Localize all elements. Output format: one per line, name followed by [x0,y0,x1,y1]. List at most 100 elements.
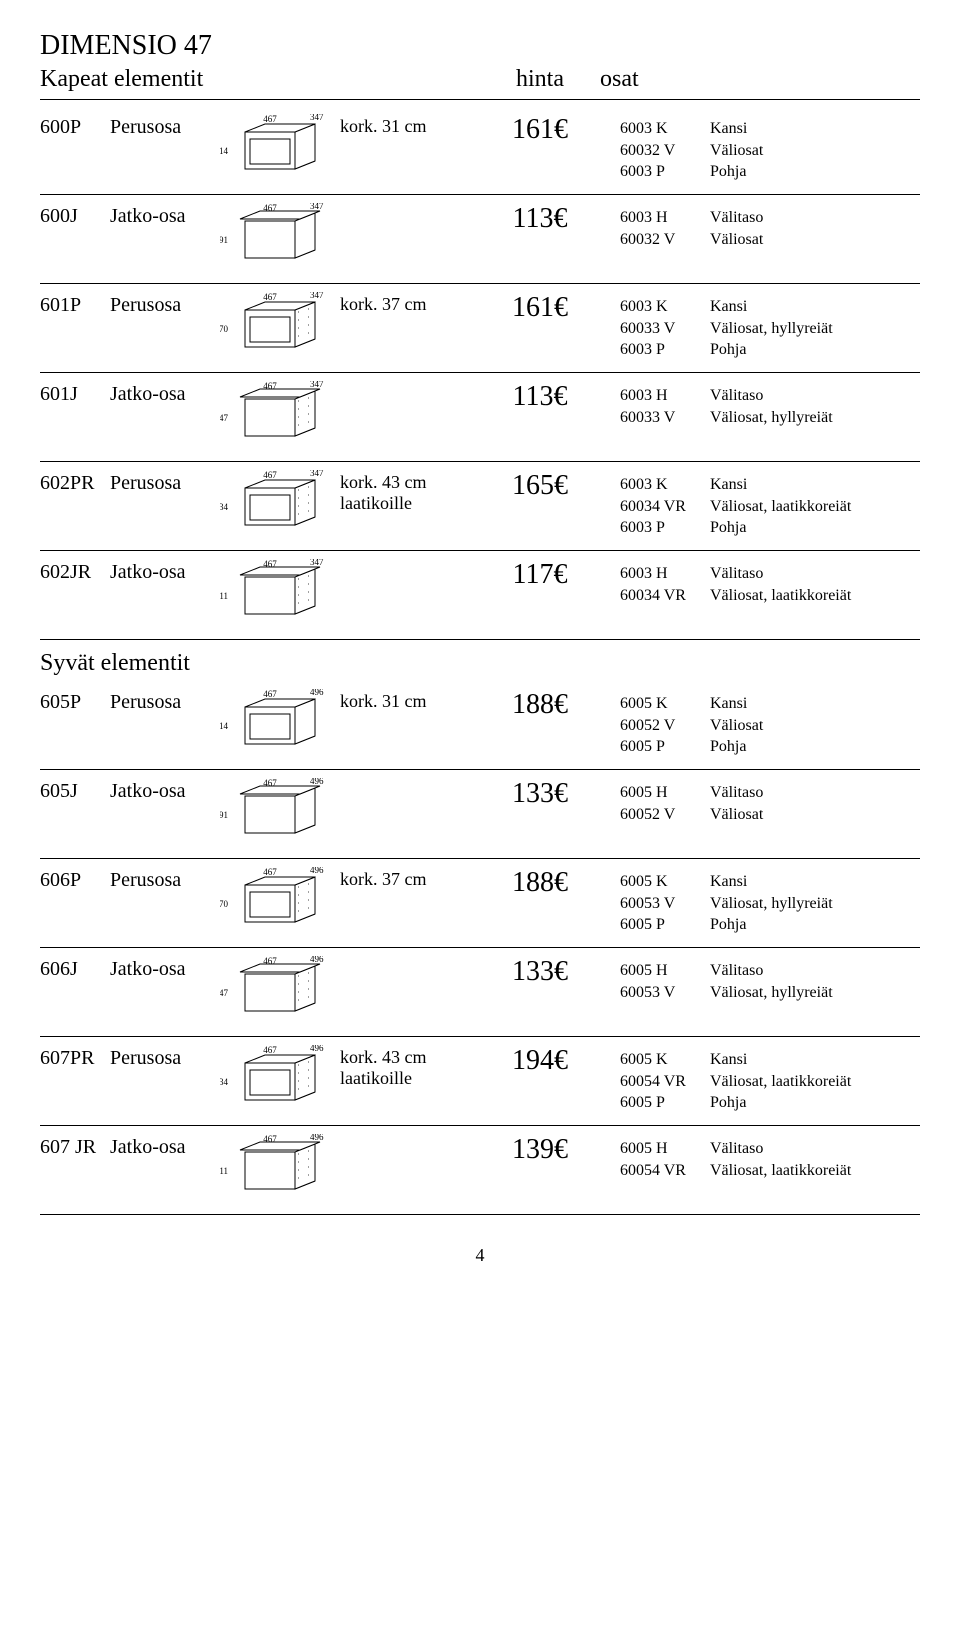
product-thumbnail: 370467496 [210,867,340,937]
product-price: 165€ [480,470,600,502]
product-parts: 6005 HVälitaso60053 VVäliosat, hyllyreiä… [600,956,920,1003]
product-parts: 6005 HVälitaso60054 VRVäliosat, laatikko… [600,1134,920,1181]
product-price: 133€ [480,778,600,810]
part-desc: Väliosat [710,715,920,737]
product-name: Perusosa [110,867,210,892]
table-header: Kapeat elementit hinta osat [40,66,920,100]
svg-text:467: 467 [263,1045,277,1055]
part-code: 6005 K [620,693,710,715]
part-desc: Pohja [710,914,920,936]
part-line: 60054 VRVäliosat, laatikkoreiät [620,1160,920,1182]
part-line: 60032 VVäliosat [620,229,920,251]
product-name: Jatko-osa [110,381,210,406]
part-desc: Väliosat, laatikkoreiät [710,1160,920,1182]
product-thumbnail: 291467347 [210,203,340,273]
svg-text:496: 496 [310,689,324,697]
svg-text:496: 496 [310,956,324,964]
part-desc: Kansi [710,474,920,496]
part-line: 6005 HVälitaso [620,782,920,804]
part-desc: Välitaso [710,1138,920,1160]
part-desc: Väliosat, laatikkoreiät [710,1071,920,1093]
part-code: 6003 K [620,118,710,140]
part-desc: Väliosat [710,140,920,162]
svg-text:467: 467 [263,559,277,569]
svg-text:467: 467 [263,114,277,124]
svg-text:291: 291 [220,235,228,245]
part-line: 60033 VVäliosat, hyllyreiät [620,407,920,429]
part-line: 60034 VRVäliosat, laatikkoreiät [620,496,920,518]
product-parts: 6005 KKansi60054 VRVäliosat, laatikkorei… [600,1045,920,1114]
part-code: 60032 V [620,229,710,251]
svg-text:496: 496 [310,1045,324,1053]
part-code: 60033 V [620,318,710,340]
product-thumbnail: 314467496 [210,689,340,759]
part-code: 6003 K [620,474,710,496]
table-row: 601JJatko-osa347467347113€6003 HVälitaso… [40,373,920,462]
svg-text:467: 467 [263,470,277,480]
table-row: 605PPerusosa314467496kork. 31 cm188€6005… [40,681,920,770]
part-line: 6003 PPohja [620,161,920,183]
part-desc: Pohja [710,736,920,758]
product-price: 188€ [480,867,600,899]
product-thumbnail: 411467496 [210,1134,340,1204]
product-price: 161€ [480,292,600,324]
product-code: 602JR [40,559,110,584]
part-line: 6003 KKansi [620,296,920,318]
svg-text:347: 347 [220,988,229,998]
table-row: 606JJatko-osa347467496133€6005 HVälitaso… [40,948,920,1037]
product-thumbnail: 434467347 [210,470,340,540]
svg-text:467: 467 [263,778,277,788]
svg-text:467: 467 [263,867,277,877]
svg-text:467: 467 [263,956,277,966]
part-desc: Väliosat, laatikkoreiät [710,496,920,518]
product-thumbnail: 347 467 496 [210,956,340,1026]
svg-text:347: 347 [310,292,324,300]
product-code: 607 JR [40,1134,110,1159]
svg-text:347: 347 [310,114,324,122]
table-row: 600PPerusosa314467347kork. 31 cm161€6003… [40,106,920,195]
part-desc: Kansi [710,296,920,318]
part-code: 6003 H [620,207,710,229]
product-price: 113€ [480,203,600,235]
product-name: Jatko-osa [110,559,210,584]
part-code: 6005 K [620,871,710,893]
product-price: 117€ [480,559,600,591]
part-desc: Väliosat, laatikkoreiät [710,585,920,607]
svg-text:347: 347 [310,559,324,567]
table-row: 602JRJatko-osa411467347117€6003 HVälitas… [40,551,920,640]
product-thumbnail: 314467347 [210,114,340,184]
product-spec [340,203,480,205]
svg-text:347: 347 [310,470,324,478]
page-title: DIMENSIO 47 [40,30,920,62]
product-parts: 6003 KKansi60032 VVäliosat6003 PPohja [600,114,920,183]
part-desc: Väliosat, hyllyreiät [710,407,920,429]
product-thumbnail: 347467347 [210,381,340,451]
product-code: 601J [40,381,110,406]
product-code: 601P [40,292,110,317]
table-row: 605JJatko-osa291467496133€6005 HVälitaso… [40,770,920,859]
svg-text:370: 370 [220,324,229,334]
part-desc: Väliosat, hyllyreiät [710,982,920,1004]
part-code: 60052 V [620,715,710,737]
part-line: 6005 PPohja [620,736,920,758]
part-line: 60052 VVäliosat [620,804,920,826]
part-desc: Pohja [710,1092,920,1114]
svg-text:347: 347 [220,413,229,423]
table-row: 601PPerusosa370467347kork. 37 cm161€6003… [40,284,920,373]
svg-text:291: 291 [220,810,228,820]
table-row: 607 JRJatko-osa411467496139€6005 HVälita… [40,1126,920,1215]
svg-text:496: 496 [310,867,324,875]
part-desc: Pohja [710,161,920,183]
product-spec [340,1134,480,1136]
product-spec: kork. 31 cm [340,114,480,137]
part-line: 6003 KKansi [620,118,920,140]
svg-text:467: 467 [263,203,277,213]
part-line: 60053 VVäliosat, hyllyreiät [620,893,920,915]
part-code: 6003 K [620,296,710,318]
product-spec [340,778,480,780]
part-line: 6003 HVälitaso [620,207,920,229]
page-number: 4 [40,1245,920,1266]
part-desc: Väliosat, hyllyreiät [710,893,920,915]
part-line: 6005 HVälitaso [620,960,920,982]
part-line: 6005 KKansi [620,871,920,893]
